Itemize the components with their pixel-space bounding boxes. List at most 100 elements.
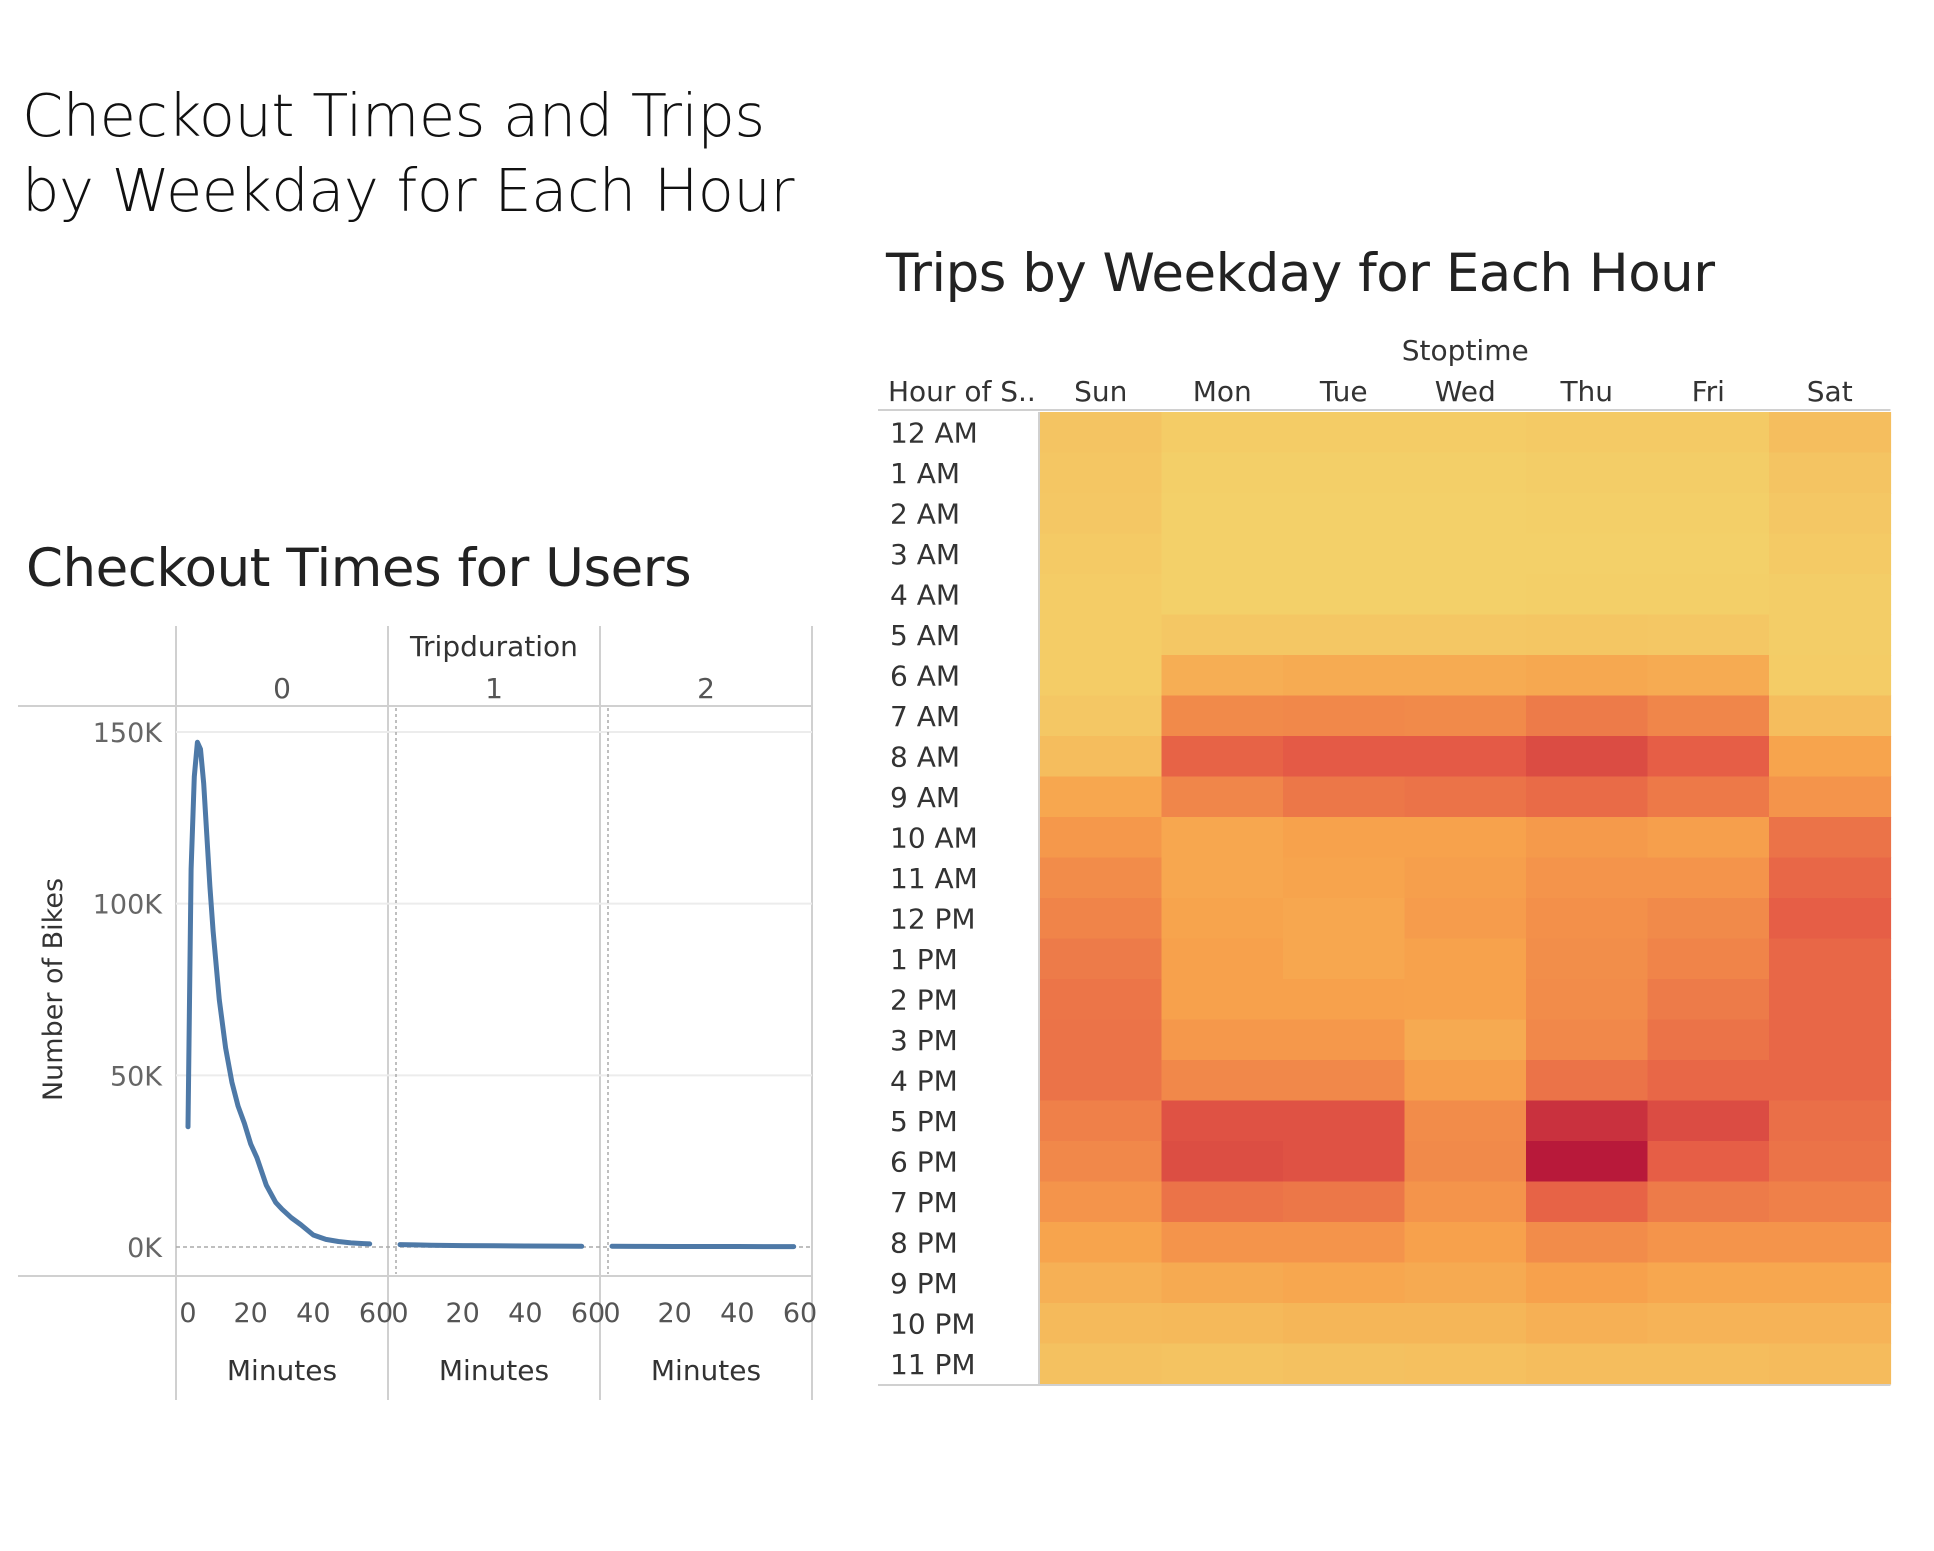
heatmap-cell [1769,898,1892,940]
y-tick-label: 50K [110,1061,163,1092]
heatmap-cell [1283,1060,1406,1102]
column-label-mon: Mon [1193,375,1252,408]
x-axis-label: Minutes [651,1354,761,1387]
heatmap-cell [1769,1060,1892,1102]
heatmap-cell [1283,1141,1406,1183]
row-label: 7 AM [890,700,960,733]
line-chart-title: Checkout Times for Users [26,538,692,599]
row-label: 12 AM [890,416,978,449]
row-label: 6 AM [890,659,960,692]
heatmap-cell [1647,898,1770,940]
x-axis-label: Minutes [227,1354,337,1387]
heatmap-cell [1161,412,1284,454]
heatmap-cell [1404,938,1527,980]
heatmap-cell [1404,1303,1527,1345]
heatmap-cell [1283,614,1406,656]
x-tick-label: 20 [445,1298,479,1329]
heatmap-cell [1040,1060,1163,1102]
row-label: 7 PM [890,1186,958,1219]
row-label: 3 PM [890,1024,958,1057]
row-label: 1 AM [890,457,960,490]
heatmap-cell [1404,655,1527,697]
series-line-facet-1 [397,1242,585,1249]
x-tick-label: 20 [233,1298,267,1329]
heatmap-cell [1769,493,1892,535]
heatmap-cell [1647,1100,1770,1142]
heatmap-cell [1526,493,1649,535]
heatmap-cell [1526,1181,1649,1223]
heatmap-cell [1040,938,1163,980]
heatmap-cell [1526,533,1649,575]
heatmap-cell [1769,817,1892,859]
row-label: 8 AM [890,740,960,773]
heatmap-cell [1769,1343,1892,1385]
row-label: 2 AM [890,497,960,530]
heatmap-cell [1283,1222,1406,1264]
series-line-facet-0 [185,739,373,1247]
heatmap-cell [1769,695,1892,737]
heatmap-cell [1161,1141,1284,1183]
row-label: 5 AM [890,619,960,652]
column-label-wed: Wed [1435,375,1496,408]
heatmap-cell [1161,1181,1284,1223]
heatmap-cell [1040,614,1163,656]
heatmap-cell [1404,493,1527,535]
heatmap-cell [1283,1019,1406,1061]
heatmap-cell [1647,1181,1770,1223]
heatmap-cell [1161,736,1284,778]
heatmap-cell [1161,857,1284,899]
y-tick-label: 150K [93,718,164,749]
x-tick-label: 40 [720,1298,754,1329]
heatmap-cell [1161,574,1284,616]
column-header-label: Stoptime [1402,334,1529,367]
heatmap-cell [1161,655,1284,697]
heatmap-cell [1769,1222,1892,1264]
facet-label: 2 [697,672,715,705]
heatmap-cell [1404,1343,1527,1385]
x-tick-label: 0 [603,1298,620,1329]
heatmap-cell [1040,1343,1163,1385]
trips-heatmap: Stoptime Hour of S.. Sun Mon Tue Wed Thu Fri Sat… [878,334,1892,1386]
heatmap-cell [1526,1019,1649,1061]
heatmap-cell [1283,695,1406,737]
heatmap-cell [1526,574,1649,616]
checkout-times-chart: Tripduration 0 1 2 0K 50K 100K 150K Number of Bi… [18,626,817,1400]
heatmap-cell [1161,1303,1284,1345]
heatmap-cell [1647,1141,1770,1183]
heatmap-cell [1040,452,1163,494]
heatmap-cell [1647,1019,1770,1061]
column-label-tue: Tue [1319,375,1368,408]
facet-label: 1 [485,672,503,705]
heatmap-cell [1040,979,1163,1021]
row-label: 5 PM [890,1105,958,1138]
heatmap-cell [1769,1262,1892,1304]
heatmap-cell [1040,817,1163,859]
heatmap-cell [1040,533,1163,575]
heatmap-cell [1647,452,1770,494]
heatmap-cell [1161,898,1284,940]
heatmap-cell [1769,533,1892,575]
heatmap-cell [1283,533,1406,575]
heatmap-cell [1404,776,1527,818]
heatmap-title: Trips by Weekday for Each Hour [886,243,1715,304]
x-tick-label: 40 [296,1298,330,1329]
heatmap-cell [1526,817,1649,859]
heatmap-cell [1526,1343,1649,1385]
row-label: 3 AM [890,538,960,571]
heatmap-cell [1404,614,1527,656]
heatmap-cell [1647,412,1770,454]
heatmap-cell [1283,776,1406,818]
heatmap-cell [1161,493,1284,535]
heatmap-cell [1040,736,1163,778]
heatmap-cell [1161,776,1284,818]
heatmap-cell [1040,1100,1163,1142]
heatmap-cell [1404,736,1527,778]
dashboard-title: Checkout Times and Trips by Weekday for … [22,78,795,228]
column-label-thu: Thu [1559,375,1613,408]
heatmap-cell [1283,1181,1406,1223]
heatmap-cell [1040,1181,1163,1223]
heatmap-cell [1161,979,1284,1021]
y-tick-label: 100K [93,890,164,921]
row-label: 10 PM [890,1307,976,1340]
heatmap-cell [1526,1141,1649,1183]
